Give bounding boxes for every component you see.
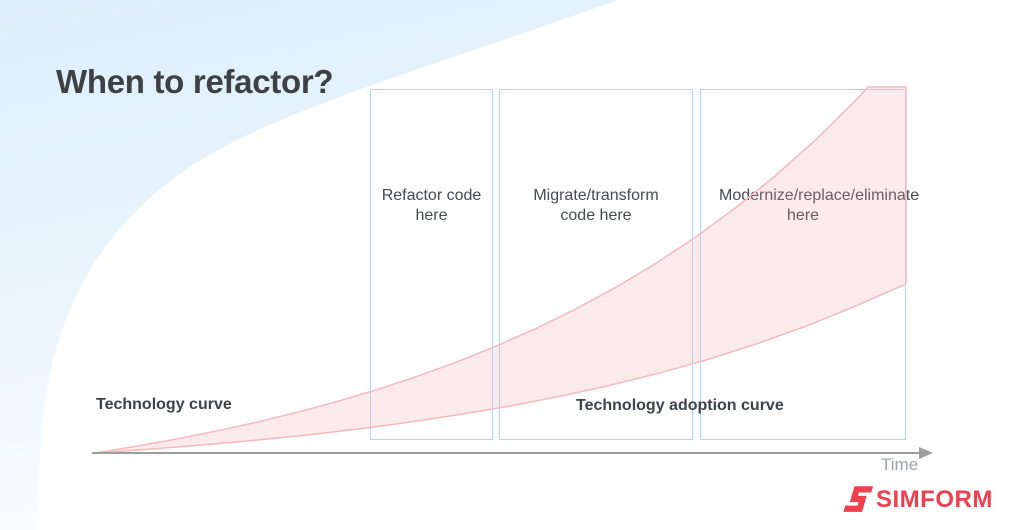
- zone-box-modernize: Modernize/replace/eliminate here: [700, 89, 920, 440]
- simform-s-icon: [843, 486, 873, 512]
- time-axis-label: Time: [881, 455, 919, 474]
- technology-curve-label: Technology curve: [96, 396, 232, 413]
- brand-logo: SIMFORM: [842, 483, 993, 517]
- zone-label-migrate: Migrate/transform code here: [533, 187, 659, 224]
- page-title: When to refactor?: [56, 63, 334, 101]
- zone-label-modernize: Modernize/replace/eliminate here: [719, 187, 920, 224]
- brand-name: SIMFORM: [876, 486, 993, 513]
- zone-box-refactor: Refactor code here: [370, 89, 493, 440]
- zone-box-migrate: Migrate/transform code here: [499, 89, 693, 440]
- adoption-curve-label: Technology adoption curve: [576, 397, 784, 414]
- zone-label-refactor: Refactor code here: [381, 187, 482, 224]
